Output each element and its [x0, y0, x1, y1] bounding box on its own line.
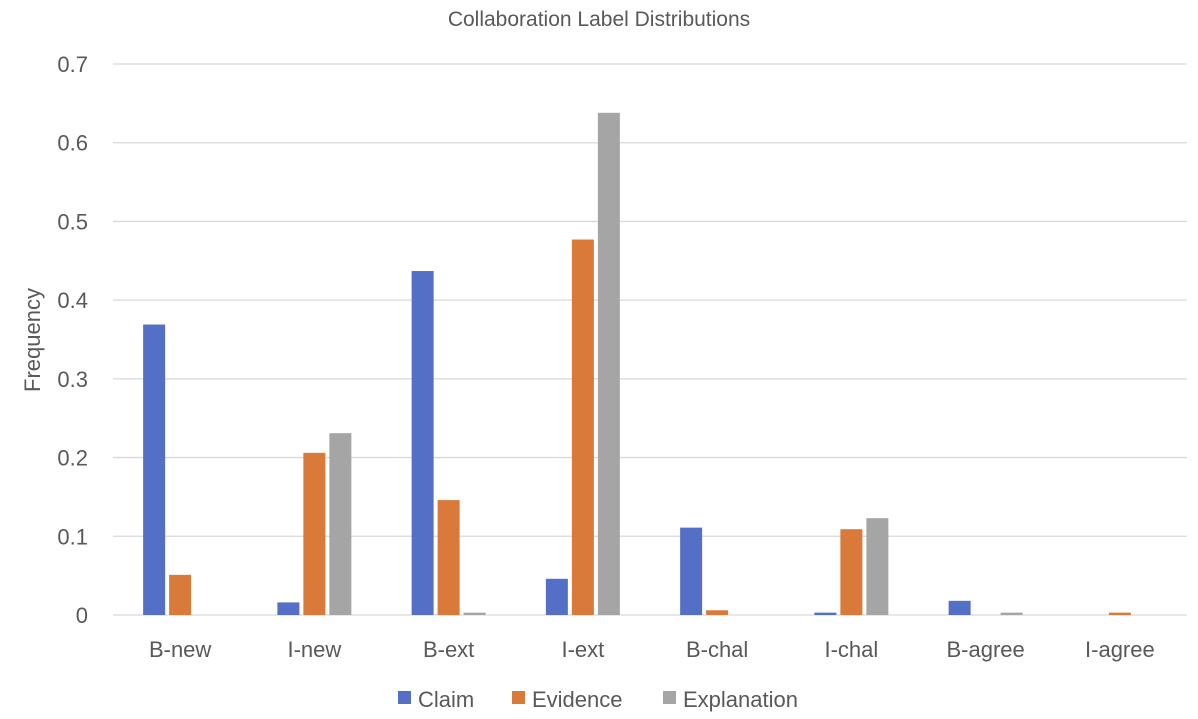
bar-claim-i-new [277, 602, 300, 615]
y-axis-title: Frequency [20, 288, 45, 392]
bar-explanation-i-ext [597, 112, 620, 615]
y-tick-label: 0.1 [57, 524, 88, 549]
bar-explanation-i-new [329, 433, 352, 615]
bar-evidence-i-ext [571, 239, 594, 616]
bar-evidence-b-ext [437, 500, 460, 615]
y-tick-label: 0.2 [57, 446, 88, 471]
gridlines [113, 63, 1187, 616]
legend-swatch-evidence [512, 691, 525, 704]
y-tick-label: 0.3 [57, 367, 88, 392]
bar-claim-b-chal [680, 527, 703, 615]
bar-evidence-i-agree [1108, 612, 1131, 615]
bar-claim-b-agree [948, 600, 971, 615]
x-tick-label: I-chal [824, 637, 878, 662]
legend-label-explanation: Explanation [683, 687, 798, 712]
legend: Claim Evidence Explanation [398, 687, 798, 712]
legend-swatch-claim [398, 691, 411, 704]
legend-label-evidence: Evidence [532, 687, 623, 712]
bar-explanation-b-ext [463, 612, 486, 615]
y-tick-label: 0.5 [57, 209, 88, 234]
bar-evidence-i-new [303, 452, 326, 615]
x-axis-ticks: B-new I-new B-ext I-ext B-chal I-chal B-agree I… [149, 637, 1155, 662]
bar-claim-i-ext [545, 578, 568, 615]
x-tick-label: I-agree [1085, 637, 1155, 662]
y-tick-label: 0 [76, 603, 88, 628]
x-tick-label: B-ext [423, 637, 474, 662]
y-tick-label: 0.6 [57, 131, 88, 156]
legend-swatch-explanation [663, 691, 676, 704]
x-tick-label: B-agree [946, 637, 1024, 662]
y-tick-label: 0.4 [57, 288, 88, 313]
bar-evidence-b-chal [706, 610, 729, 615]
y-axis-ticks: 0 0.1 0.2 0.3 0.4 0.5 0.6 0.7 [57, 52, 88, 628]
bar-claim-i-chal [814, 612, 837, 615]
x-tick-label: B-chal [686, 637, 748, 662]
x-tick-label: I-ext [561, 637, 604, 662]
bar-explanation-b-agree [1000, 612, 1023, 615]
x-tick-label: I-new [287, 637, 341, 662]
chart-title: Collaboration Label Distributions [448, 8, 750, 31]
bar-evidence-i-chal [840, 529, 863, 615]
bar-explanation-i-chal [866, 518, 889, 615]
bar-evidence-b-new [169, 574, 192, 615]
y-tick-label: 0.7 [57, 52, 88, 77]
bars [143, 112, 1131, 616]
bar-claim-b-ext [411, 271, 434, 615]
legend-label-claim: Claim [418, 687, 474, 712]
bar-claim-b-new [143, 324, 166, 615]
x-tick-label: B-new [149, 637, 211, 662]
